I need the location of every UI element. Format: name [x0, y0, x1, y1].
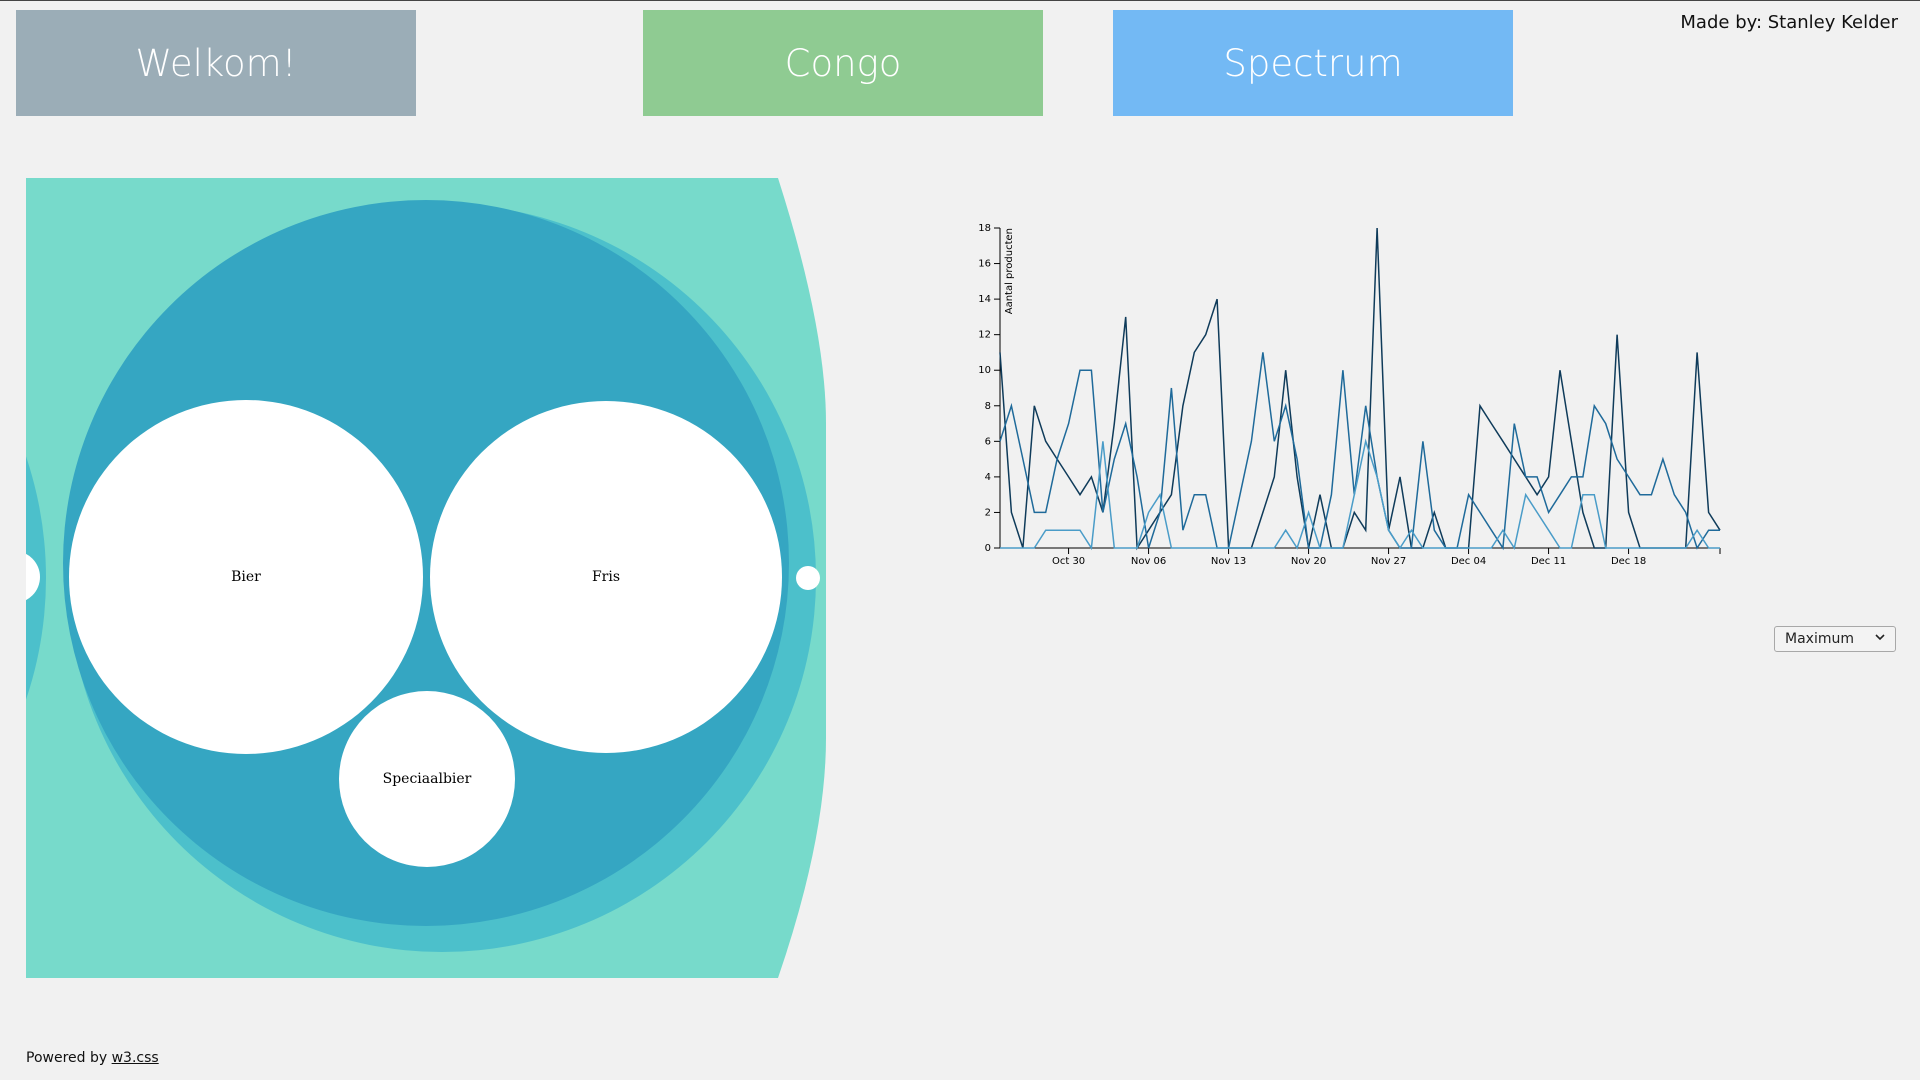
- x-tick-label: Dec 18: [1611, 556, 1646, 567]
- x-tick-label: Nov 27: [1371, 556, 1406, 567]
- bubble-chart: Bier Fris Speciaalbier: [26, 178, 826, 978]
- nav-welkom-button[interactable]: Welkom!: [16, 10, 416, 116]
- y-tick-label: 6: [985, 436, 991, 447]
- x-tick-label: Nov 20: [1291, 556, 1326, 567]
- y-tick-label: 14: [978, 294, 991, 305]
- bubble-speciaalbier[interactable]: [339, 691, 515, 867]
- aggregate-select[interactable]: Maximum: [1774, 626, 1896, 652]
- nav-congo-button[interactable]: Congo: [643, 10, 1043, 116]
- bubble-label-bier: Bier: [231, 569, 261, 585]
- x-tick-label: Oct 30: [1052, 556, 1085, 567]
- bubble-label-fris: Fris: [592, 569, 620, 585]
- series-line-2: [999, 352, 1720, 551]
- y-tick-label: 2: [985, 507, 991, 518]
- x-tick-label: Nov 06: [1131, 556, 1166, 567]
- bubble-bier[interactable]: [69, 400, 423, 754]
- chevron-down-icon: [1875, 634, 1885, 641]
- y-tick-label: 8: [985, 401, 991, 412]
- y-tick-label: 18: [978, 223, 991, 234]
- footer: Powered by w3.css: [26, 1050, 159, 1066]
- bubble-label-speciaalbier: Speciaalbier: [383, 771, 472, 787]
- series-line-3: [1000, 438, 1720, 551]
- y-axis-title: Aantal producten: [1004, 228, 1015, 314]
- nav-spectrum-button[interactable]: Spectrum: [1113, 10, 1513, 116]
- small-leaf-bubble[interactable]: [796, 566, 820, 590]
- series-line-1: [999, 227, 1721, 551]
- bubble-fris[interactable]: [430, 401, 782, 753]
- footer-text: Powered by: [26, 1050, 112, 1066]
- y-tick-label: 16: [978, 259, 991, 270]
- y-tick-label: 10: [978, 365, 991, 376]
- author-credit: Made by: Stanley Kelder: [1680, 12, 1898, 33]
- y-tick-label: 0: [985, 543, 991, 554]
- left-leaf-bubble: [26, 553, 40, 601]
- x-tick-label: Dec 11: [1531, 556, 1566, 567]
- aggregate-select-value: Maximum: [1785, 631, 1854, 647]
- x-tick-label: Dec 04: [1451, 556, 1486, 567]
- x-tick-label: Nov 13: [1211, 556, 1246, 567]
- line-chart: 0 2 4 6 8 10 12 14 16 18 Oct 30 Nov 06 Nov 13 Nov 20 N…: [978, 223, 1721, 567]
- footer-link[interactable]: w3.css: [111, 1050, 159, 1066]
- y-tick-label: 4: [985, 472, 991, 483]
- y-tick-label: 12: [978, 330, 991, 341]
